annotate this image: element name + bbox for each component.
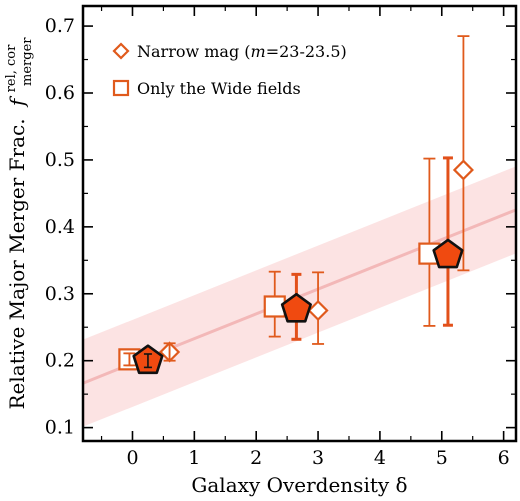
legend-label-diamond-part-3: =23-23.5) bbox=[266, 42, 347, 61]
y-axis-title-subscript: merger bbox=[20, 37, 35, 86]
x-tick-label-6: 6 bbox=[498, 447, 510, 469]
legend-label-square: Only the Wide fields bbox=[137, 79, 301, 98]
axis-ticks: 0 1 2 3 4 5 6 0.1 0.2 0.3 0.4 0.5 0.6 0.7 bbox=[45, 6, 516, 469]
legend-marker-square bbox=[112, 79, 130, 97]
series-square-point-3-errorbar bbox=[423, 157, 436, 327]
y-tick-label-0.3: 0.3 bbox=[45, 283, 75, 305]
series-pentagon-point-3 bbox=[432, 238, 464, 269]
series-pentagon-point-2 bbox=[280, 292, 312, 323]
plot-area bbox=[83, 35, 516, 427]
x-tick-label-3: 3 bbox=[312, 447, 324, 469]
legend-label-diamond: Narrow mag (m=23-23.5) bbox=[137, 42, 347, 61]
y-axis-title-text: Relative Major Merger Frac. bbox=[5, 118, 29, 409]
x-tick-label-5: 5 bbox=[436, 447, 448, 469]
plot-clipped-layer bbox=[83, 35, 516, 427]
legend-label-diamond-part-2: m bbox=[251, 42, 266, 61]
series-diamond-point-3-errorbar bbox=[457, 35, 470, 272]
legend-label-diamond-part-1: Narrow mag ( bbox=[137, 42, 251, 61]
y-tick-label-0.4: 0.4 bbox=[45, 216, 75, 238]
legend: Narrow mag (m=23-23.5) Only the Wide fiel… bbox=[112, 42, 347, 98]
x-tick-label-1: 1 bbox=[188, 447, 200, 469]
series-diamond-point-2 bbox=[307, 299, 329, 322]
legend-label-square-part-1: Only the Wide fields bbox=[137, 79, 301, 98]
x-axis-title: Galaxy Overdensity δ bbox=[191, 473, 407, 497]
y-tick-label-0.2: 0.2 bbox=[45, 350, 75, 372]
y-axis-title-symbol: f bbox=[5, 95, 29, 108]
legend-marker-diamond bbox=[112, 42, 130, 60]
y-tick-label-0.5: 0.5 bbox=[45, 149, 75, 171]
y-axis-title: Relative Major Merger Frac. f rel, cor m… bbox=[0, 37, 35, 410]
y-tick-label-0.6: 0.6 bbox=[45, 82, 75, 104]
y-tick-label-0.1: 0.1 bbox=[45, 417, 75, 439]
x-tick-label-0: 0 bbox=[126, 447, 138, 469]
x-tick-label-4: 4 bbox=[374, 447, 386, 469]
x-tick-label-2: 2 bbox=[250, 447, 262, 469]
y-tick-label-0.7: 0.7 bbox=[45, 15, 75, 37]
plot-frame bbox=[81, 4, 518, 443]
y-axis-title-superscript: rel, cor bbox=[4, 44, 19, 92]
series-diamond-point-3 bbox=[452, 159, 474, 181]
